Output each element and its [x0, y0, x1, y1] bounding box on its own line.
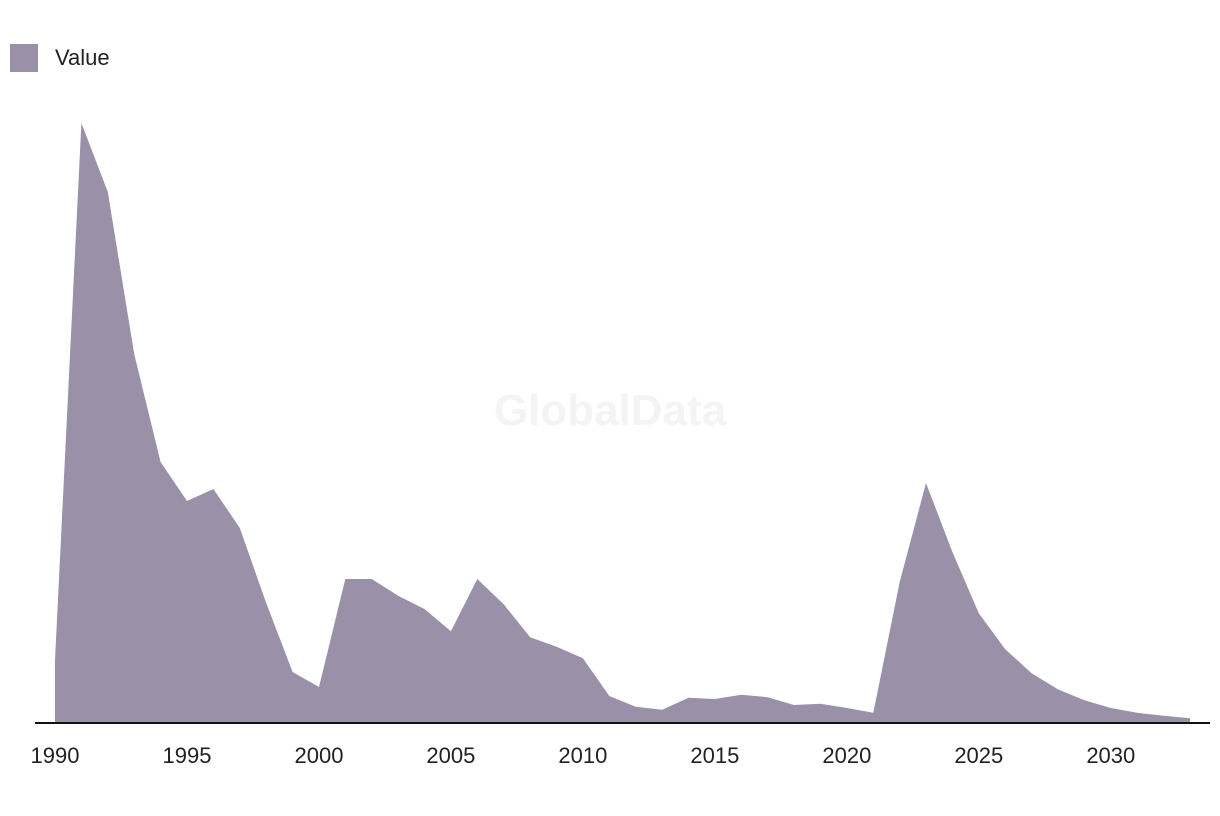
x-tick-label: 2005 — [426, 743, 475, 768]
x-tick-label: 1990 — [31, 743, 80, 768]
x-tick-label: 2030 — [1086, 743, 1135, 768]
x-tick-label: 2000 — [295, 743, 344, 768]
series-area-value — [55, 123, 1190, 723]
legend-swatch — [10, 44, 38, 72]
plot-area — [55, 123, 1190, 723]
x-tick-label: 2020 — [822, 743, 871, 768]
legend: Value — [10, 44, 110, 72]
x-tick-label: 2010 — [558, 743, 607, 768]
x-tick-label: 2025 — [954, 743, 1003, 768]
watermark: GlobalData — [494, 386, 727, 435]
legend-label: Value — [55, 45, 110, 70]
x-tick-label: 2015 — [690, 743, 739, 768]
x-axis-ticks: 1990 1995 2000 2005 2010 2015 2020 2025 2030 — [31, 743, 1136, 768]
x-tick-label: 1995 — [163, 743, 212, 768]
